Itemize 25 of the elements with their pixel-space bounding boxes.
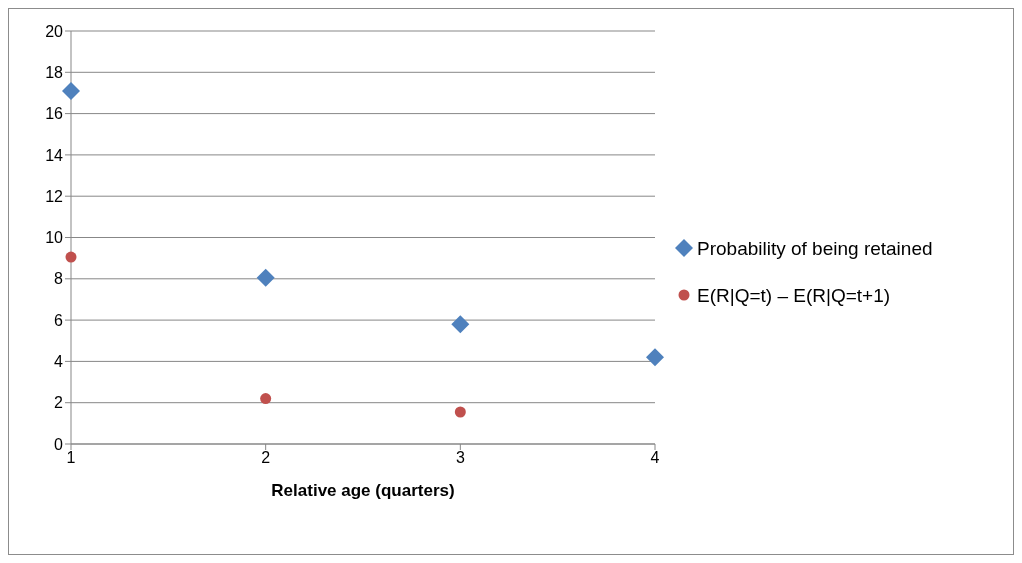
- point: [646, 348, 664, 367]
- legend-label: Probability of being retained: [697, 236, 933, 261]
- y-tick-label: 20: [45, 22, 64, 40]
- x-tick-label: 4: [650, 449, 660, 467]
- y-tick-label: 16: [45, 105, 64, 123]
- point: [256, 268, 275, 287]
- y-tick-label: 18: [45, 63, 64, 81]
- point: [260, 393, 272, 405]
- point: [62, 81, 80, 100]
- legend-label: E(R|Q=t) – E(R|Q=t+1): [697, 283, 891, 308]
- y-tick-label: 10: [45, 229, 64, 247]
- y-tick-label: 6: [54, 311, 64, 329]
- y-tick-label: 14: [45, 146, 64, 164]
- point: [454, 406, 466, 418]
- y-tick-label: 8: [54, 270, 64, 288]
- x-axis-title: Relative age (quarters): [271, 481, 455, 500]
- x-tick-label: 2: [261, 449, 271, 467]
- point: [65, 251, 77, 263]
- x-tick-label: 3: [455, 449, 465, 467]
- y-tick-label: 12: [45, 187, 64, 205]
- point: [451, 315, 470, 334]
- x-tick-label: 1: [66, 449, 76, 467]
- y-tick-label: 0: [54, 435, 64, 453]
- y-tick-label: 2: [54, 394, 64, 412]
- y-tick-label: 4: [54, 353, 64, 371]
